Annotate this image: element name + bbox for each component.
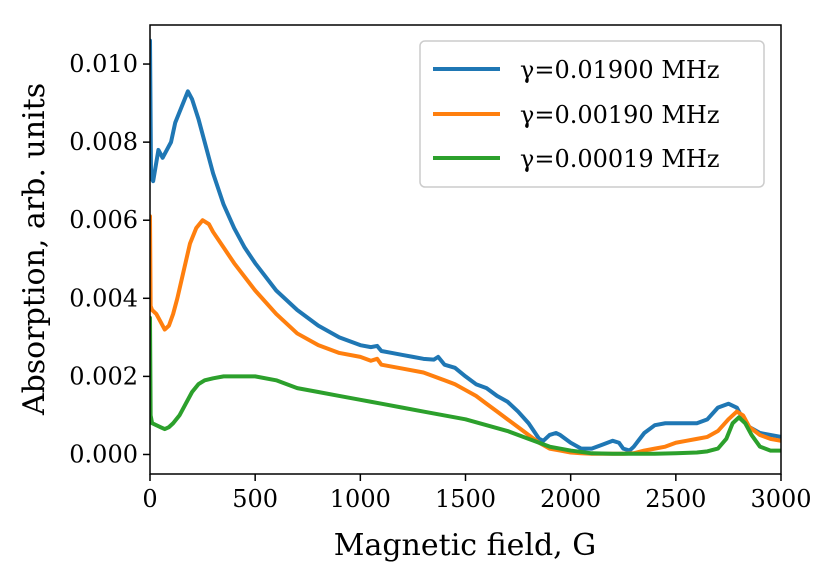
legend-label-gamma-0.00019: γ=0.00019 MHz [520,145,719,173]
series-line-0 [150,38,781,453]
legend-label-gamma-0.01900: γ=0.01900 MHz [520,56,719,84]
x-tick-label: 1000 [330,485,391,513]
legend-box [419,40,765,188]
x-tick-label: 3000 [750,485,811,513]
y-tick-label: 0.004 [69,284,138,312]
y-tick-label: 0.008 [69,128,138,156]
series-line-2 [150,315,781,456]
legend: γ=0.01900 MHz γ=0.00190 MHz γ=0.00019 MH… [419,40,765,188]
y-tick-label: 0.000 [69,440,138,468]
y-tick-label: 0.010 [69,50,138,78]
legend-label-gamma-0.00190: γ=0.00190 MHz [520,101,719,129]
series-layer [150,38,781,456]
y-tick-label: 0.002 [69,362,138,390]
x-tick-label: 0 [142,485,157,513]
x-tick-label: 2500 [645,485,706,513]
x-tick-label: 1500 [435,485,496,513]
series-line-1 [150,214,781,456]
x-axis: 0 500 1000 1500 2000 2500 3000 [142,474,812,513]
x-tick-label: 500 [232,485,278,513]
y-axis-label: Absorption, arb. units [17,83,52,416]
y-axis: 0.000 0.002 0.004 0.006 0.008 0.010 [69,50,150,468]
x-tick-label: 2000 [540,485,601,513]
y-tick-label: 0.006 [69,206,138,234]
x-axis-label: Magnetic field, G [334,528,596,563]
